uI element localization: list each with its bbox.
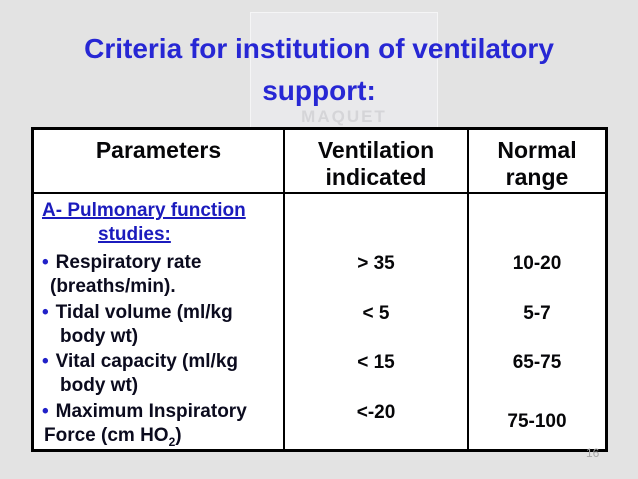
param-line-continuation: Force (cm HO2) <box>44 424 182 449</box>
bullet-icon: • <box>42 252 49 273</box>
ventilation-value-respiratory-rate: > 35 <box>283 251 467 301</box>
param-line-continuation: body wt) <box>60 325 139 347</box>
section-heading-line1: A- Pulmonary function <box>42 200 246 221</box>
bullet-icon: • <box>42 400 49 422</box>
empty-cell <box>467 194 605 251</box>
empty-cell <box>283 194 467 251</box>
param-line: • Maximum Inspiratory <box>42 400 247 422</box>
slide-title-line2: support: <box>262 75 376 106</box>
normal-range-vital-capacity: 65-75 <box>467 350 605 400</box>
param-maximum-inspiratory-force: • Maximum Inspiratory Force (cm HO2) <box>34 400 283 450</box>
param-line: • Vital capacity (ml/kg <box>42 351 238 372</box>
bullet-icon: • <box>42 351 49 372</box>
maquet-watermark-text: MAQUET <box>301 107 387 126</box>
section-heading-pulmonary-function: A- Pulmonary function studies: <box>34 194 283 251</box>
slide-title-line1: Criteria for institution of ventilatory <box>84 33 554 64</box>
param-vital-capacity: • Vital capacity (ml/kg body wt) <box>34 350 283 400</box>
param-line: • Respiratory rate <box>42 252 202 273</box>
page-number: 16 <box>586 446 600 460</box>
bullet-icon: • <box>42 301 49 323</box>
param-line: • Tidal volume (ml/kg <box>42 301 233 323</box>
slide-title: Criteria for institution of ventilatory … <box>0 28 638 112</box>
param-line-continuation: (breaths/min). <box>50 276 176 297</box>
normal-range-maximum-inspiratory-force: 75-100 <box>467 399 605 449</box>
criteria-table: Parameters Ventilation indicated Normal … <box>31 127 608 452</box>
ventilation-value-vital-capacity: < 15 <box>283 350 467 400</box>
column-header-parameters: Parameters <box>34 130 283 194</box>
ventilation-value-tidal-volume: < 5 <box>283 300 467 350</box>
subscript-2: 2 <box>168 434 176 449</box>
ventilation-value-maximum-inspiratory-force: <-20 <box>283 399 467 449</box>
normal-range-respiratory-rate: 10-20 <box>467 251 605 301</box>
section-heading-line2: studies: <box>98 224 171 245</box>
criteria-table-grid: Parameters Ventilation indicated Normal … <box>34 130 605 449</box>
param-respiratory-rate: • Respiratory rate (breaths/min). <box>34 251 283 301</box>
column-header-normal-range: Normal range <box>467 130 605 194</box>
param-line-continuation: body wt) <box>60 375 139 396</box>
param-tidal-volume: • Tidal volume (ml/kg body wt) <box>34 301 283 351</box>
maquet-watermark: MAQUET <box>250 12 438 130</box>
column-header-ventilation-indicated: Ventilation indicated <box>283 130 467 194</box>
normal-range-tidal-volume: 5-7 <box>467 300 605 350</box>
